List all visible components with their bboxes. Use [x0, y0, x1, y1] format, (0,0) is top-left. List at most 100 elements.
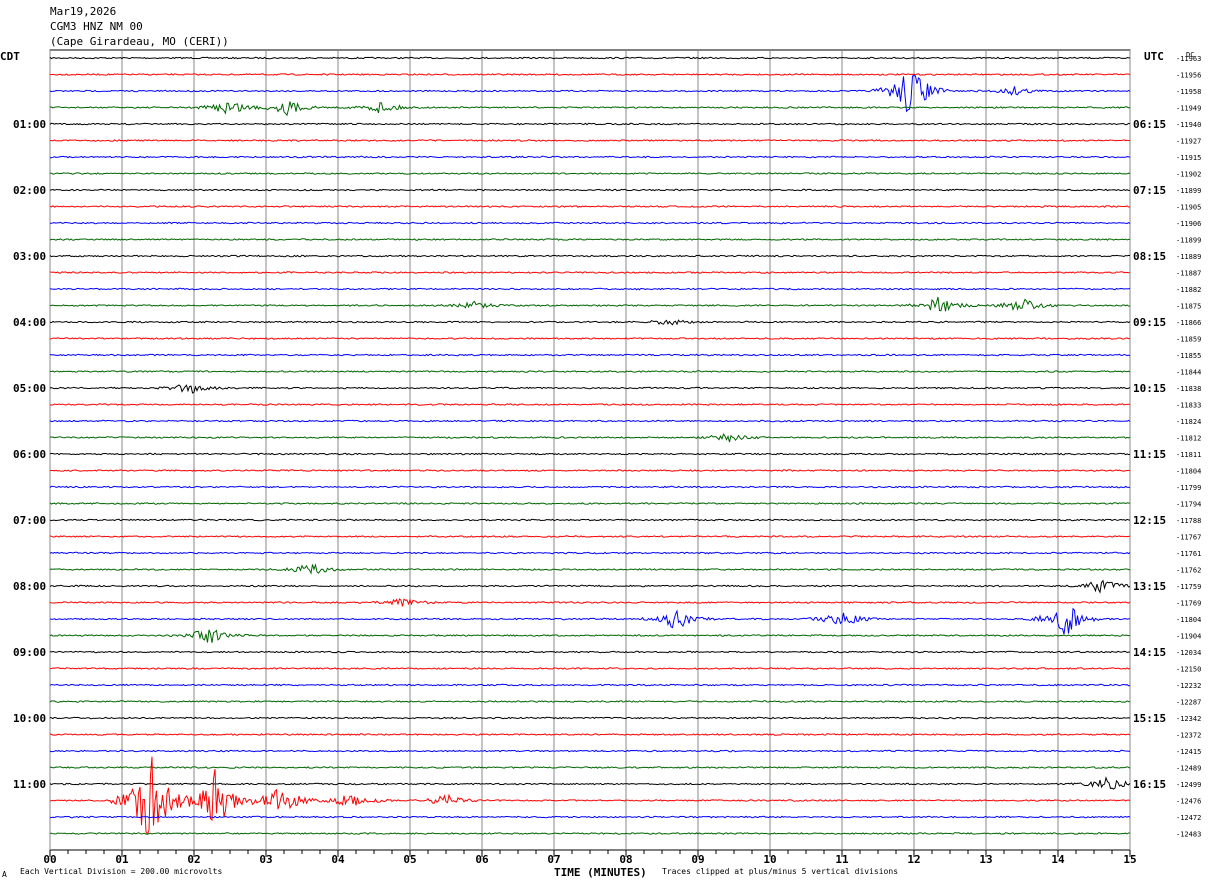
x-tick-label: 04: [331, 853, 345, 866]
seismic-trace: [49, 419, 1131, 423]
seismic-trace: [49, 370, 1131, 373]
dc-offset-label: -11958: [1176, 88, 1201, 96]
dc-offset-label: -11824: [1176, 418, 1201, 426]
x-tick-label: 12: [907, 853, 920, 866]
dc-offset-label: -11762: [1176, 567, 1201, 575]
x-tick-label: 09: [691, 853, 704, 866]
left-hour-label: 08:00: [13, 580, 46, 593]
seismic-trace: [49, 518, 1131, 522]
right-hour-label: 13:15: [1133, 580, 1166, 593]
dc-offset-label: -11899: [1176, 187, 1201, 195]
seismic-trace: [49, 172, 1131, 175]
seismic-trace: [49, 74, 1131, 113]
dc-offset-label: -11866: [1176, 319, 1201, 327]
dc-offset-label: -11905: [1176, 204, 1201, 212]
x-axis-title: TIME (MINUTES): [554, 866, 647, 879]
seismic-trace: [49, 139, 1131, 142]
left-hour-label: 04:00: [13, 316, 46, 329]
seismic-trace: [50, 469, 1131, 472]
seismic-trace: [49, 579, 1131, 594]
right-hour-label: 10:15: [1133, 382, 1166, 395]
right-hour-label: 08:15: [1133, 250, 1166, 263]
x-tick-label: 13: [979, 853, 992, 866]
right-hour-label: 11:15: [1133, 448, 1166, 461]
x-tick-label: 06: [475, 853, 489, 866]
dc-offset-label: -11927: [1176, 138, 1201, 146]
seismic-trace: [49, 700, 1131, 703]
dc-offset-label: -12232: [1176, 682, 1201, 690]
seismic-trace: [49, 485, 1131, 489]
dc-offset-label: -11940: [1176, 121, 1201, 129]
dc-offset-label: -11759: [1176, 583, 1201, 591]
left-hour-label: 10:00: [13, 712, 46, 725]
dc-offset-label: -11804: [1176, 468, 1201, 476]
x-tick-label: 07: [547, 853, 560, 866]
x-tick-label: 08: [619, 853, 632, 866]
dc-offset-label: -11833: [1176, 402, 1201, 410]
x-tick-label: 11: [835, 853, 849, 866]
dc-offset-label: -12472: [1176, 814, 1201, 822]
dc-offset-label: -12287: [1176, 699, 1201, 707]
right-hour-label: 09:15: [1133, 316, 1166, 329]
seismic-trace: [49, 683, 1131, 687]
right-hour-label: 12:15: [1133, 514, 1166, 527]
dc-offset-label: -12342: [1176, 715, 1201, 723]
left-hour-label: 05:00: [13, 382, 46, 395]
x-tick-label: 03: [259, 853, 272, 866]
dc-title: DC: [1186, 51, 1194, 59]
dc-offset-label: -12372: [1176, 732, 1201, 740]
seismic-trace: [49, 73, 1131, 76]
dc-offset-label: -11804: [1176, 616, 1201, 624]
left-hour-label: 01:00: [13, 118, 46, 131]
dc-offset-label: -11855: [1176, 352, 1201, 360]
dc-offset-label: -12476: [1176, 798, 1201, 806]
dc-offset-label: -11889: [1176, 253, 1201, 261]
right-hour-label: 16:15: [1133, 778, 1166, 791]
right-axis-title: UTC: [1144, 50, 1164, 63]
x-tick-label: 05: [403, 853, 416, 866]
dc-offset-label: -11838: [1176, 385, 1201, 393]
dc-offset-label: -11812: [1176, 435, 1201, 443]
dc-offset-label: -11811: [1176, 451, 1201, 459]
x-tick-label: 01: [115, 853, 129, 866]
seismic-trace: [49, 452, 1131, 456]
seismic-trace: [49, 403, 1131, 406]
dc-offset-label: -11859: [1176, 336, 1201, 344]
chart-date: Mar19,2026: [50, 5, 117, 18]
left-axis-title: CDT: [0, 50, 20, 63]
plot-frame: [49, 49, 1131, 851]
dc-offset-label: -12483: [1176, 831, 1201, 839]
seismic-trace: [49, 296, 1131, 312]
chart-station: CGM3 HNZ NM 00: [50, 20, 143, 33]
x-tick-label: 15: [1123, 853, 1136, 866]
seismic-trace: [49, 733, 1131, 736]
seismic-trace: [49, 563, 1131, 575]
seismic-trace: [49, 254, 1131, 258]
dc-offset-label: -11904: [1176, 633, 1201, 641]
x-tick-label: 14: [1051, 853, 1065, 866]
seismic-trace: [49, 287, 1131, 291]
dc-offset-label: -11844: [1176, 369, 1201, 377]
x-tick-label: 10: [763, 853, 776, 866]
right-hour-label: 07:15: [1133, 184, 1166, 197]
seismic-trace: [49, 205, 1131, 208]
dc-offset-label: -12150: [1176, 666, 1201, 674]
dc-offset-label: -11788: [1176, 517, 1201, 525]
dc-offset-label: -12034: [1176, 649, 1201, 657]
dc-offset-label: -11767: [1176, 534, 1201, 542]
dc-offset-label: -11761: [1176, 550, 1201, 558]
chart-location: (Cape Girardeau, MO (CERI)): [50, 35, 229, 48]
dc-offset-label: -11769: [1176, 600, 1201, 608]
seismic-trace: [49, 667, 1131, 670]
left-hour-label: 02:00: [13, 184, 46, 197]
dc-offset-label: -11882: [1176, 286, 1201, 294]
dc-offset-label: -12415: [1176, 748, 1201, 756]
dc-offset-label: -11875: [1176, 303, 1201, 311]
seismic-trace: [49, 319, 1131, 326]
dc-offset-label: -11949: [1176, 105, 1201, 113]
seismic-trace: [49, 598, 1131, 607]
seismic-trace: [49, 56, 1131, 60]
dc-offset-label: -11906: [1176, 220, 1201, 228]
seismic-trace: [49, 716, 1131, 720]
right-hour-label: 14:15: [1133, 646, 1166, 659]
